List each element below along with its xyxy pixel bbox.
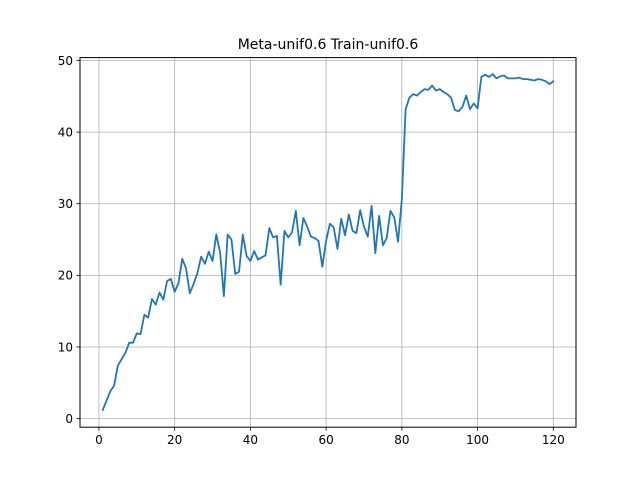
y-tick-label: 10 [58,340,73,354]
y-tick-label: 40 [58,125,73,139]
axes-frame [79,57,577,428]
x-tick-label: 60 [318,433,333,447]
x-tick-label: 20 [167,433,182,447]
series-line [101,73,555,411]
x-tick-label: 0 [95,433,103,447]
chart-title: Meta-unif0.6 Train-unif0.6 [238,37,419,53]
y-tick-label: 50 [58,54,73,68]
series-layer [101,73,555,411]
grid [80,57,576,428]
y-tick-label: 20 [58,269,73,283]
x-tick-label: 40 [243,433,258,447]
y-tick-label: 30 [58,197,73,211]
ticks: 0 20 40 60 80 100 120 0 10 20 30 40 50 [58,54,565,447]
x-tick-label: 120 [542,433,565,447]
x-tick-label: 80 [394,433,409,447]
y-tick-label: 0 [65,412,73,426]
x-tick-label: 100 [466,433,489,447]
